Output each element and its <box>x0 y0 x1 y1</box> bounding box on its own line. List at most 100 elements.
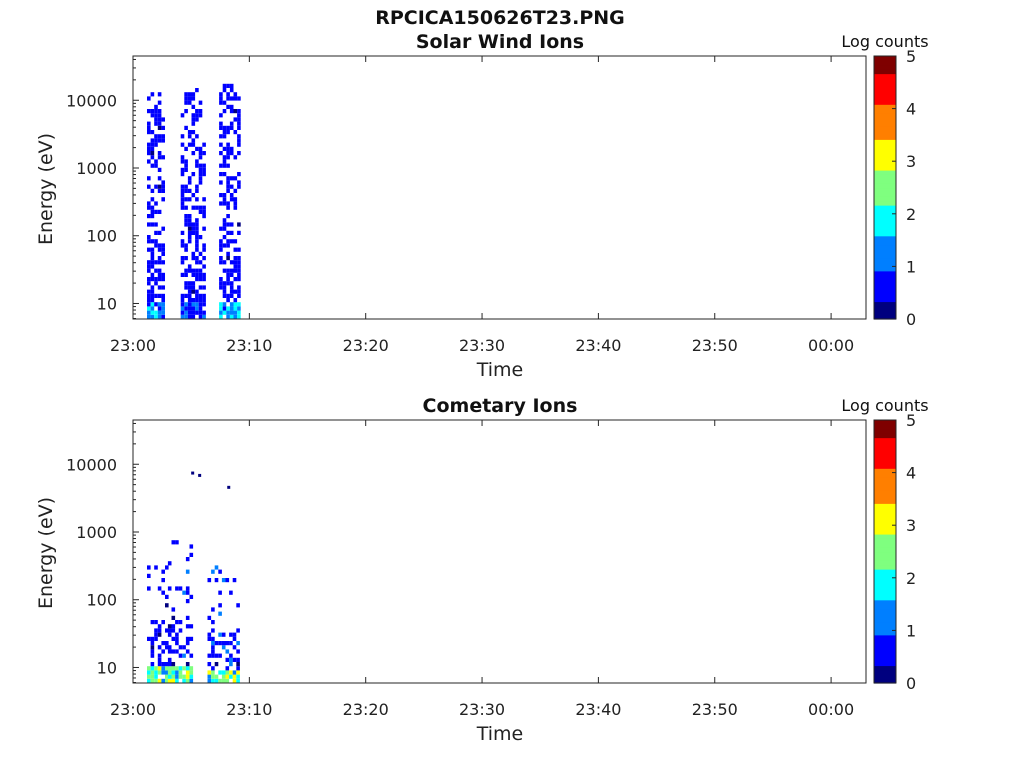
heatmap-cell <box>226 176 230 181</box>
heatmap-cell <box>195 205 199 210</box>
heatmap-cell <box>189 552 194 557</box>
heatmap-cell <box>154 109 158 114</box>
x-tick-label: 23:20 <box>343 700 389 719</box>
heatmap-cell <box>226 130 230 135</box>
heatmap-cell <box>207 578 212 583</box>
heatmap-cell <box>147 184 151 189</box>
heatmap-cell <box>154 163 158 168</box>
colorbar-swatch <box>874 288 896 294</box>
colorbar-swatch <box>874 73 896 79</box>
cometary-colorbar-label: Log counts <box>841 396 928 415</box>
heatmap-cell <box>195 260 199 265</box>
heatmap-cell <box>150 247 155 252</box>
x-tick-label: 23:30 <box>459 336 505 355</box>
heatmap-cell <box>185 624 190 629</box>
heatmap-cell <box>185 641 190 646</box>
heatmap-cell <box>229 260 234 265</box>
heatmap-cell <box>222 281 227 286</box>
heatmap-cell <box>154 134 158 139</box>
heatmap-cell <box>150 138 155 143</box>
colorbar-swatch <box>874 64 896 70</box>
colorbar-swatch <box>874 678 896 684</box>
heatmap-cell <box>167 561 172 566</box>
heatmap-cell <box>157 167 162 172</box>
heatmap-cell <box>237 310 241 315</box>
heatmap-cell <box>150 272 155 277</box>
heatmap-cell <box>171 670 176 675</box>
heatmap-cell <box>165 662 169 667</box>
heatmap-cell <box>189 636 194 641</box>
heatmap-cell <box>233 247 238 252</box>
heatmap-cell <box>219 260 223 265</box>
heatmap-point <box>191 471 195 475</box>
heatmap-cell <box>150 649 155 654</box>
heatmap-cell <box>171 674 176 679</box>
heatmap-cell <box>161 302 165 307</box>
colorbar-swatch <box>874 533 896 539</box>
heatmap-cell <box>157 230 162 235</box>
heatmap-cell <box>236 649 240 654</box>
heatmap-cell <box>198 277 203 282</box>
heatmap-cell <box>157 632 162 637</box>
heatmap-cell <box>195 113 199 118</box>
heatmap-cell <box>202 243 206 248</box>
heatmap-cell <box>154 138 158 143</box>
heatmap-cell <box>219 314 223 319</box>
colorbar-swatch <box>874 240 896 246</box>
colorbar-swatch <box>874 156 896 162</box>
colorbar-swatch <box>874 187 896 193</box>
colorbar-swatch <box>874 424 896 430</box>
heatmap-cell <box>191 306 196 311</box>
colorbar-swatch <box>874 121 896 127</box>
heatmap-cell <box>157 134 162 139</box>
heatmap-cell <box>171 607 176 612</box>
colorbar-swatch <box>874 297 896 303</box>
heatmap-cell <box>232 674 237 679</box>
heatmap-cell <box>185 678 190 683</box>
heatmap-cell <box>184 197 188 202</box>
x-tick-label: 23:00 <box>110 700 156 719</box>
heatmap-cell <box>211 636 215 641</box>
heatmap-cell <box>222 197 227 202</box>
colorbar-swatch <box>874 490 896 496</box>
heatmap-cell <box>147 565 151 570</box>
heatmap-cell <box>171 678 176 683</box>
heatmap-cell <box>222 289 227 294</box>
heatmap-cell <box>154 277 158 282</box>
heatmap-cell <box>222 88 227 93</box>
heatmap-cell <box>191 172 196 177</box>
heatmap-cell <box>219 151 223 156</box>
heatmap-cell <box>195 230 199 235</box>
heatmap-cell <box>178 653 183 658</box>
heatmap-cell <box>222 293 227 298</box>
heatmap-cell <box>191 151 196 156</box>
heatmap-cell <box>219 239 223 244</box>
colorbar-swatch <box>874 253 896 259</box>
heatmap-cell <box>154 565 158 570</box>
heatmap-cell <box>180 298 185 303</box>
heatmap-cell <box>222 201 227 206</box>
heatmap-cell <box>233 314 238 319</box>
heatmap-cell <box>233 310 238 315</box>
colorbar-swatch <box>874 205 896 211</box>
heatmap-cell <box>150 151 155 156</box>
colorbar-swatch <box>874 630 896 636</box>
colorbar-swatch <box>874 507 896 513</box>
heatmap-cell <box>180 306 185 311</box>
heatmap-cell <box>157 628 162 633</box>
heatmap-cell <box>154 293 158 298</box>
heatmap-cell <box>147 674 151 679</box>
colorbar-swatch <box>874 481 896 487</box>
heatmap-cell <box>226 83 230 88</box>
colorbar: 0 1 2 3 4 5 <box>873 47 916 329</box>
heatmap-cell <box>178 666 183 671</box>
colorbar-tick-label: 0 <box>906 310 916 329</box>
heatmap-cell <box>154 230 158 235</box>
heatmap-cell <box>185 662 190 667</box>
cometary-panel: Cometary Ions Log counts Time Energy (eV… <box>35 395 929 745</box>
x-tick-label: 23:30 <box>459 700 505 719</box>
colorbar-swatch <box>874 604 896 610</box>
heatmap-cell <box>218 632 222 637</box>
heatmap-cell <box>222 172 227 177</box>
heatmap-cell <box>161 310 165 315</box>
